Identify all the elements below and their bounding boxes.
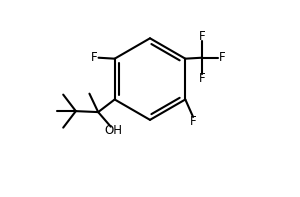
- Text: F: F: [92, 51, 98, 64]
- Text: F: F: [199, 30, 205, 43]
- Text: F: F: [190, 115, 196, 128]
- Text: OH: OH: [105, 125, 123, 138]
- Text: F: F: [199, 72, 205, 85]
- Text: F: F: [219, 51, 226, 64]
